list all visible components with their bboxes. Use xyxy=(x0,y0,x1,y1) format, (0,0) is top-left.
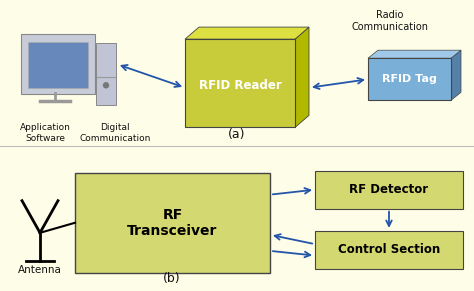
Text: RF
Transceiver: RF Transceiver xyxy=(128,208,218,238)
FancyBboxPatch shape xyxy=(21,34,95,94)
Text: (a): (a) xyxy=(228,129,246,141)
FancyBboxPatch shape xyxy=(75,173,270,273)
FancyBboxPatch shape xyxy=(315,231,463,269)
Polygon shape xyxy=(295,27,309,127)
FancyBboxPatch shape xyxy=(185,39,295,127)
Text: RFID Tag: RFID Tag xyxy=(382,74,437,84)
Text: Digital
Communication: Digital Communication xyxy=(79,123,151,143)
Text: RFID Reader: RFID Reader xyxy=(199,79,282,92)
Polygon shape xyxy=(451,50,461,100)
Polygon shape xyxy=(368,50,461,58)
FancyBboxPatch shape xyxy=(368,58,451,100)
Text: Radio
Communication: Radio Communication xyxy=(352,10,428,32)
Text: RF Detector: RF Detector xyxy=(349,183,428,196)
Text: Antenna: Antenna xyxy=(18,265,62,275)
Circle shape xyxy=(103,83,109,88)
FancyBboxPatch shape xyxy=(315,171,463,209)
FancyBboxPatch shape xyxy=(28,42,88,88)
Text: Application
Software: Application Software xyxy=(19,123,71,143)
Text: Control Section: Control Section xyxy=(338,243,440,256)
Polygon shape xyxy=(185,27,309,39)
Text: (b): (b) xyxy=(163,272,181,285)
FancyBboxPatch shape xyxy=(96,43,116,105)
